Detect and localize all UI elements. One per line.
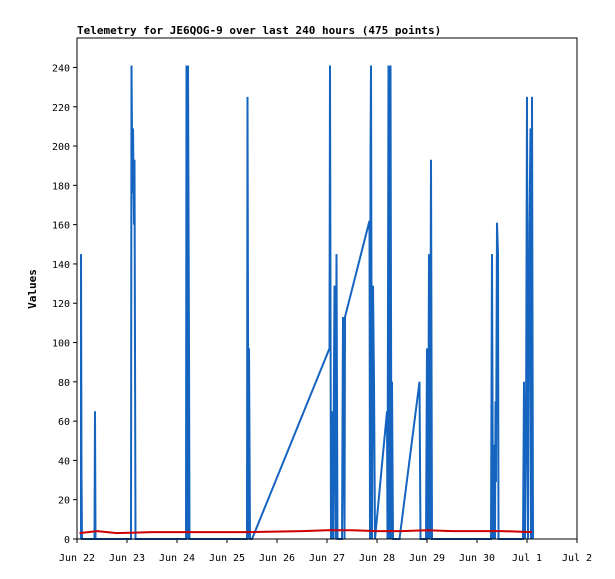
x-tick-label: Jun 26 [259,553,295,564]
x-tick-label: Jun 25 [209,553,245,564]
y-tick-label: 240 [52,63,70,74]
series-layer [79,65,534,540]
y-tick-label: 220 [52,103,70,114]
x-tick-label: Jun 30 [459,553,495,564]
y-tick-label: 60 [58,417,70,428]
x-tick-label: Jul 2 [562,553,592,564]
x-tick-label: Jun 27 [309,553,345,564]
y-tick-label: 140 [52,260,70,271]
y-tick-label: 160 [52,221,70,232]
x-tick-label: Jun 24 [159,553,195,564]
y-tick-label: 20 [58,496,70,507]
series-line-2 [79,529,533,535]
x-axis-ticks: Jun 22 Jun 23 Jun 24 Jun 25 Jun 26 Jun 27 Jun … [59,539,592,564]
plot-frame [76,37,578,540]
x-tick-label: Jun 29 [409,553,445,564]
x-tick-label: Jun 23 [109,553,145,564]
chart-title: Telemetry for JE6QOG-9 over last 240 hou… [77,24,441,37]
x-tick-label: Jun 22 [59,553,95,564]
y-axis-ticks: 0 20 40 60 80 100 120 140 160 180 200 220 240 [52,63,77,546]
y-tick-label: 100 [52,339,70,350]
series-line-1 [80,65,534,540]
x-tick-label: Jun 28 [359,553,395,564]
y-tick-label: 0 [64,535,70,546]
y-tick-label: 180 [52,181,70,192]
y-tick-label: 80 [58,378,70,389]
y-tick-label: 120 [52,299,70,310]
y-tick-label: 40 [58,456,70,467]
x-tick-label: Jul 1 [512,553,542,564]
y-tick-label: 200 [52,142,70,153]
y-axis-label: Values [26,269,39,309]
